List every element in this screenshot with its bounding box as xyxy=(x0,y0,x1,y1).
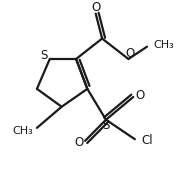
Text: S: S xyxy=(41,49,48,62)
Text: O: O xyxy=(91,1,100,14)
Text: O: O xyxy=(125,47,135,60)
Text: CH₃: CH₃ xyxy=(12,126,33,136)
Text: O: O xyxy=(74,136,83,149)
Text: O: O xyxy=(135,89,144,102)
Text: Cl: Cl xyxy=(141,134,153,147)
Text: CH₃: CH₃ xyxy=(153,40,174,50)
Text: S: S xyxy=(102,119,109,132)
